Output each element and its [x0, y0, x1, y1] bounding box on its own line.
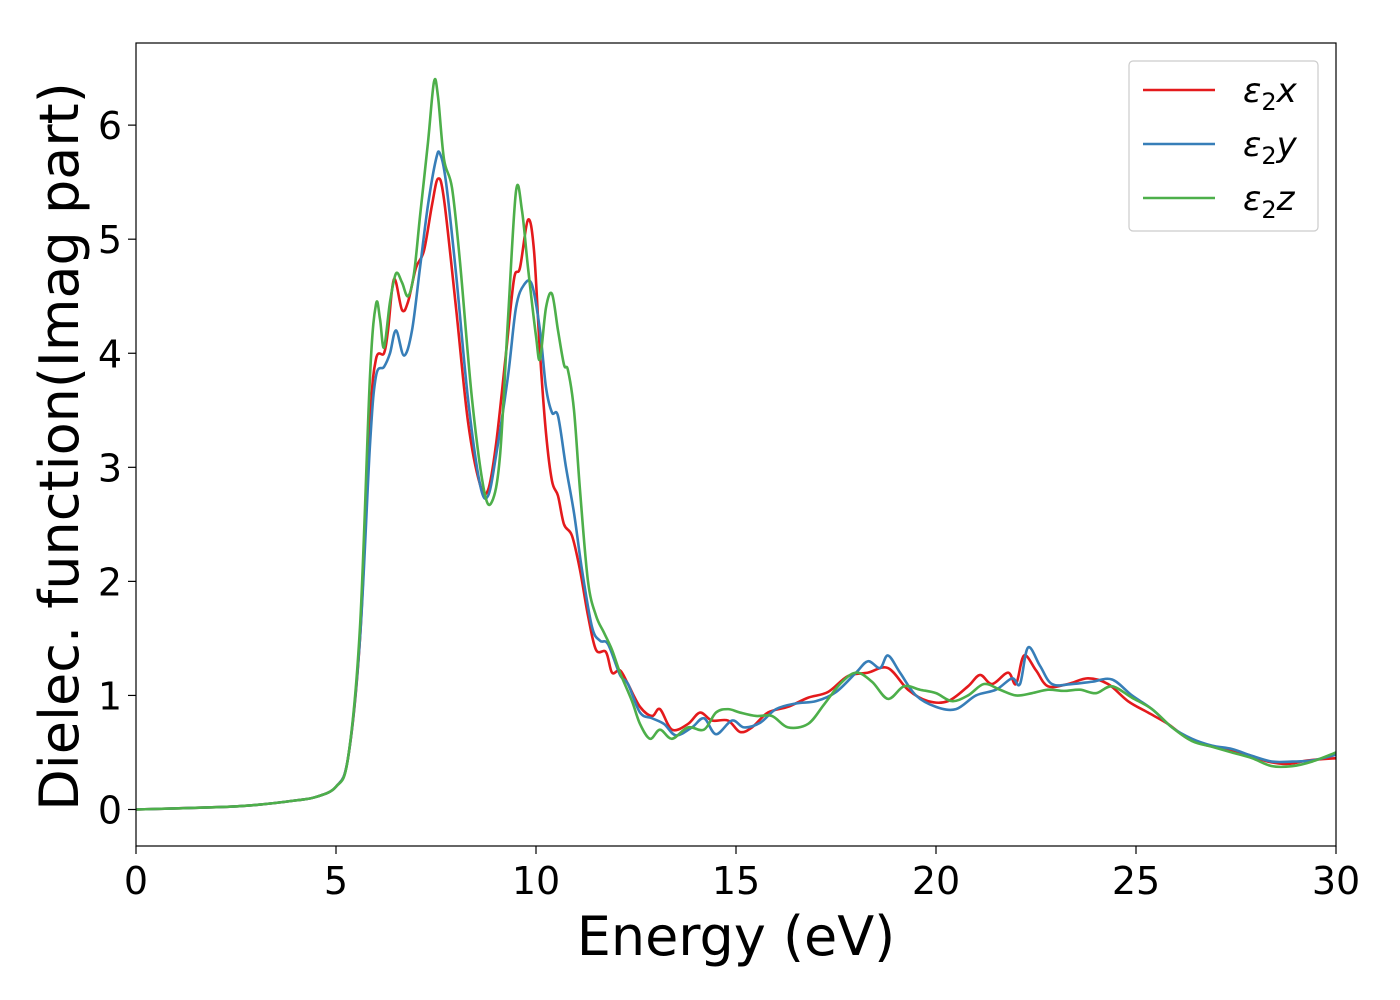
- x-axis-title: Energy (eV): [577, 905, 896, 968]
- legend: ε2x ε2y ε2z: [1128, 60, 1319, 232]
- y-tick-label: 2: [98, 560, 122, 604]
- x-tick-label: 10: [512, 859, 560, 903]
- y-tick-label: 0: [98, 789, 122, 833]
- x-tick-label: 0: [124, 859, 148, 903]
- legend-label-x: ε2x: [1243, 71, 1298, 116]
- y-tick-label: 5: [98, 218, 122, 262]
- x-tick-label: 15: [712, 859, 760, 903]
- x-tick-label: 5: [324, 859, 348, 903]
- ticks-layer: 0 5 10 15 20 25 30 0 1 2 3 4 5 6: [98, 104, 1360, 903]
- legend-box: [1128, 60, 1319, 232]
- legend-label-z: ε2z: [1243, 179, 1296, 224]
- y-tick-label: 4: [98, 332, 122, 376]
- y-tick-label: 6: [98, 104, 122, 148]
- series-line-z: [136, 77, 1336, 811]
- x-tick-label: 30: [1312, 859, 1360, 903]
- y-tick-label: 1: [98, 674, 122, 718]
- y-axis-title: Dielec. function(Imag part): [28, 82, 91, 811]
- x-tick-label: 25: [1112, 859, 1160, 903]
- legend-label-y: ε2y: [1243, 125, 1298, 170]
- series-layer: [136, 77, 1336, 811]
- y-tick-label: 3: [98, 446, 122, 490]
- x-tick-label: 20: [912, 859, 960, 903]
- series-line-y: [136, 150, 1336, 811]
